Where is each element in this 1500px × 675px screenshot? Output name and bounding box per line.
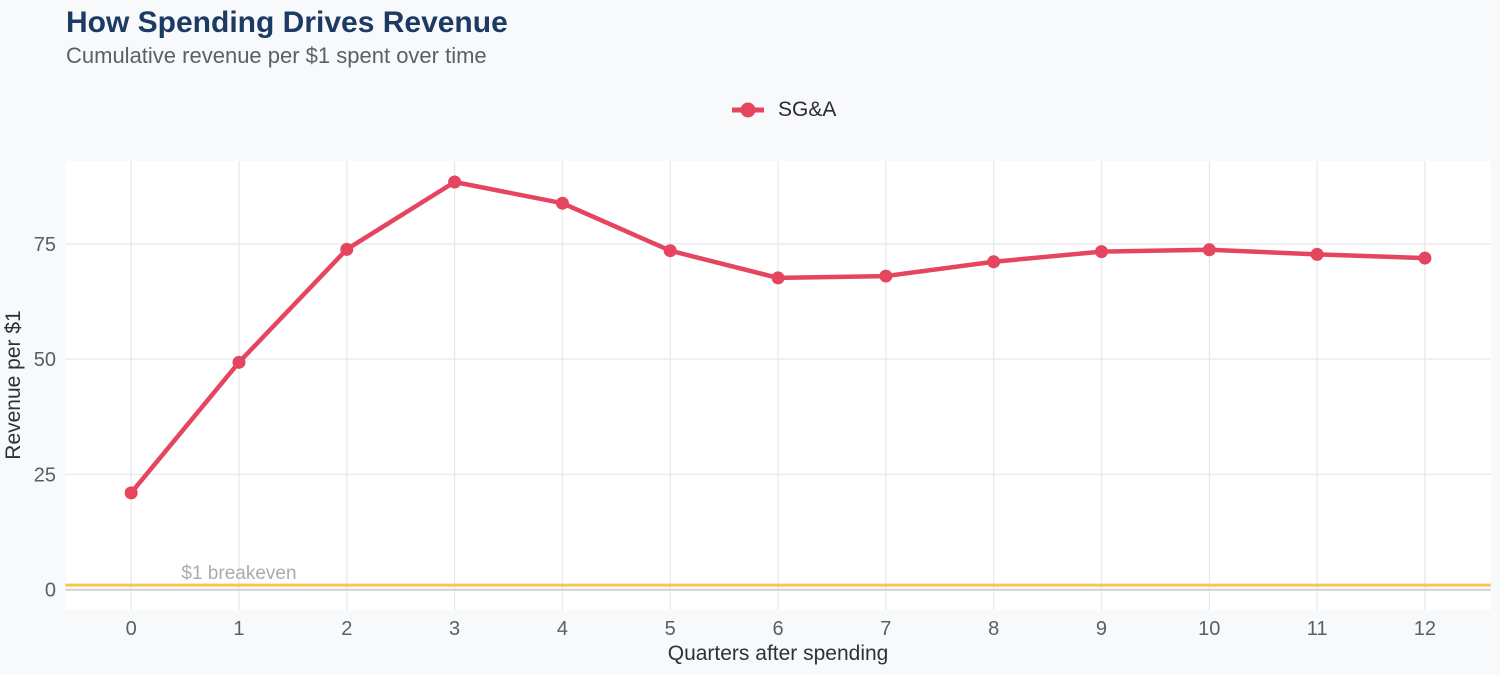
legend-item-sga[interactable]: SG&A (731, 97, 836, 123)
y-tick-label: 75 (34, 234, 56, 256)
data-point[interactable] (448, 175, 462, 189)
data-point[interactable] (340, 242, 354, 256)
x-tick-label: 7 (880, 618, 891, 640)
data-point[interactable] (232, 355, 246, 369)
data-point[interactable] (124, 486, 138, 500)
legend-label-sga: SG&A (778, 98, 837, 121)
data-point[interactable] (555, 196, 569, 210)
x-tick-label: 5 (665, 618, 676, 640)
x-tick-label: 3 (449, 618, 460, 640)
x-tick-label: 0 (126, 618, 137, 640)
legend-line-marker-icon (732, 102, 764, 118)
x-tick-label: 8 (988, 618, 999, 640)
x-tick-label: 6 (772, 618, 783, 640)
data-point[interactable] (1310, 247, 1324, 261)
y-axis-title: Revenue per $1 (2, 310, 25, 459)
data-point[interactable] (1094, 245, 1108, 259)
x-tick-label: 1 (233, 618, 244, 640)
data-point[interactable] (987, 255, 1001, 269)
x-tick-label: 4 (557, 618, 568, 640)
data-point[interactable] (663, 244, 677, 258)
data-point[interactable] (879, 269, 893, 283)
data-point[interactable] (1202, 243, 1216, 257)
y-tick-label: 0 (45, 580, 56, 602)
x-tick-label: 2 (341, 618, 352, 640)
x-tick-label: 11 (1307, 618, 1328, 640)
x-tick-label: 9 (1096, 618, 1107, 640)
x-tick-label: 12 (1414, 618, 1436, 640)
y-tick-label: 25 (34, 464, 56, 486)
chart-subtitle: Cumulative revenue per $1 spent over tim… (66, 43, 487, 68)
x-axis-title: Quarters after spending (668, 642, 889, 665)
data-point[interactable] (771, 271, 785, 285)
breakeven-label: $1 breakeven (181, 563, 296, 584)
y-tick-label: 50 (34, 349, 56, 371)
data-point[interactable] (1418, 251, 1432, 265)
x-tick-label: 10 (1198, 618, 1220, 640)
chart-title: How Spending Drives Revenue (66, 6, 508, 39)
